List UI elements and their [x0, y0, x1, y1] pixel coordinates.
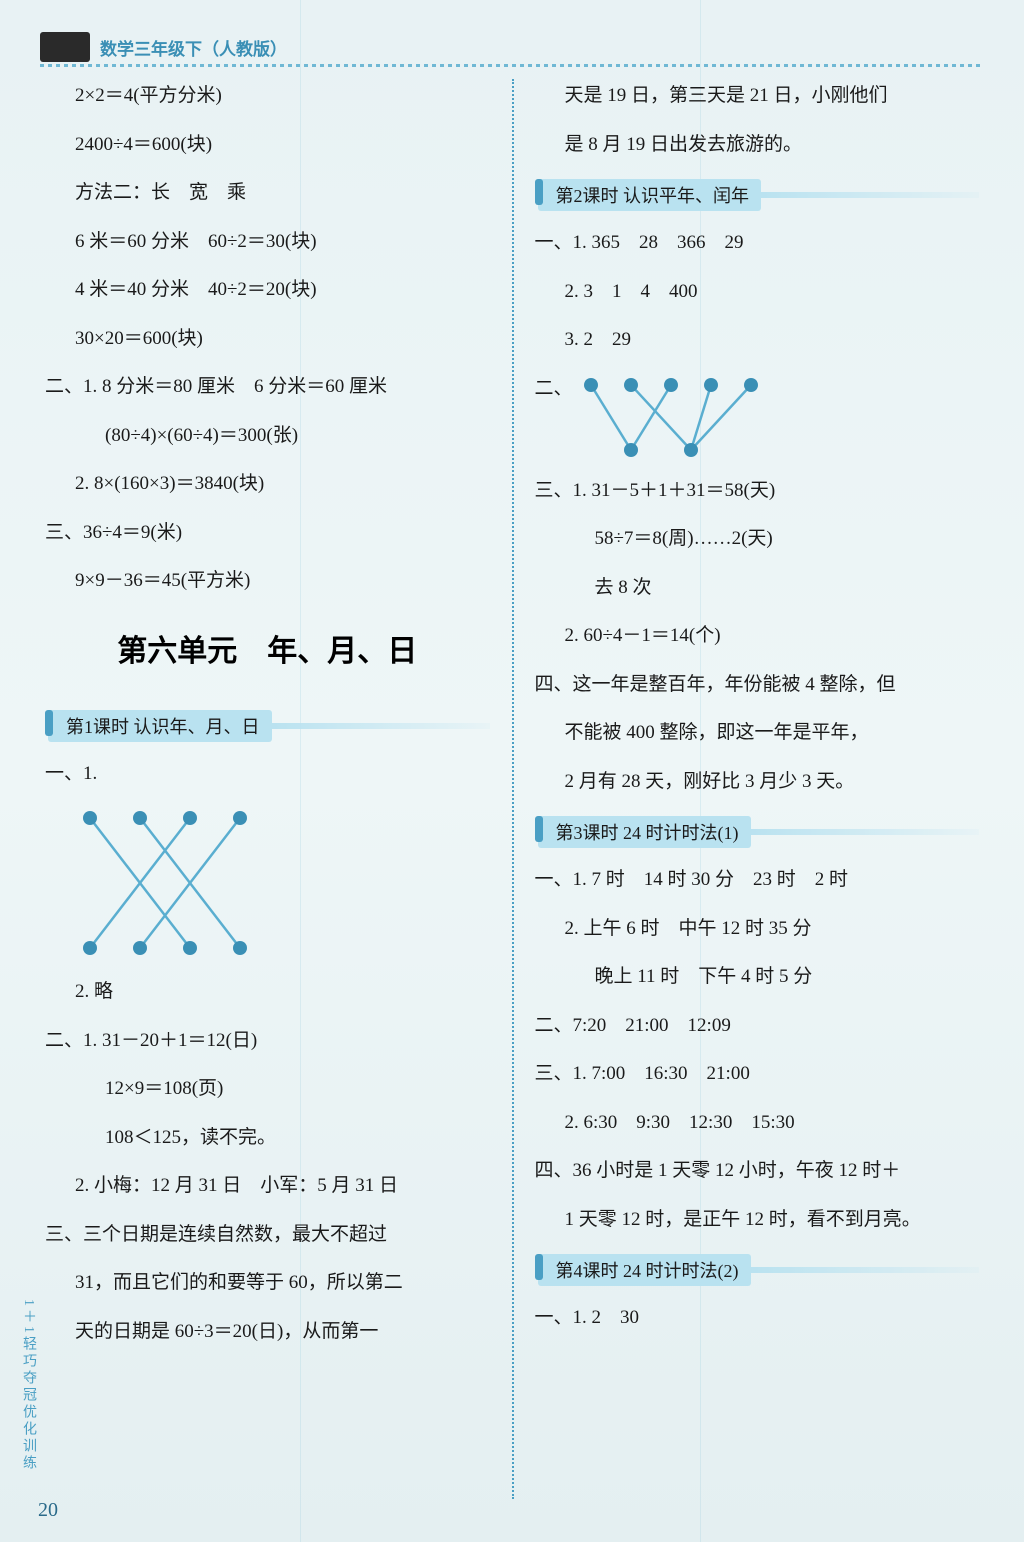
math-line: (80÷4)×(60÷4)＝300(张) [45, 422, 490, 451]
text-line: 是 8 月 19 日出发去旅游的。 [535, 131, 980, 160]
page-number: 20 [38, 1499, 58, 1522]
matching-row: 二、 [535, 375, 980, 465]
text-line: 31，而且它们的和要等于 60，所以第二 [45, 1269, 490, 1298]
lesson-decoration [535, 816, 543, 842]
math-line: 30×20＝600(块) [45, 325, 490, 354]
answer-label: 一、1. [45, 760, 490, 789]
math-line: 方法二：长 宽 乘 [45, 179, 490, 208]
lesson-tail [270, 723, 490, 729]
math-line: 58÷7＝8(周)……2(天) [535, 525, 980, 554]
math-line: 9×9－36＝45(平方米) [45, 567, 490, 596]
answer-line: 一、1. 2 30 [535, 1304, 980, 1333]
page: 数学三年级下（人教版） 2×2＝4(平方分米) 2400÷4＝600(块) 方法… [0, 0, 1024, 1542]
lesson-decoration [535, 1254, 543, 1280]
lesson-bar: 第4课时 24 时计时法(2) [535, 1254, 980, 1286]
column-divider [512, 79, 514, 1499]
answer-line: 2. 3 1 4 400 [535, 278, 980, 307]
lesson-bar: 第1课时 认识年、月、日 [45, 710, 490, 742]
matching-diagram-1 [75, 808, 275, 963]
lesson-tail [759, 192, 979, 198]
left-column: 2×2＝4(平方分米) 2400÷4＝600(块) 方法二：长 宽 乘 6 米＝… [40, 74, 510, 1504]
answer-line: 二、7:20 21:00 12:09 [535, 1012, 980, 1041]
header-underline [40, 64, 984, 67]
lesson-decoration [45, 710, 53, 736]
text-line: 天是 19 日，第三天是 21 日，小刚他们 [535, 82, 980, 111]
math-line: 2. 60÷4－1＝14(个) [535, 622, 980, 651]
lesson-label: 第2课时 认识平年、闰年 [538, 179, 762, 211]
math-line: 6 米＝60 分米 60÷2＝30(块) [45, 228, 490, 257]
answer-line: 三、1. 7:00 16:30 21:00 [535, 1060, 980, 1089]
math-line: 三、36÷4＝9(米) [45, 519, 490, 548]
lesson-label: 第1课时 认识年、月、日 [48, 710, 272, 742]
math-line: 二、1. 8 分米＝80 厘米 6 分米＝60 厘米 [45, 373, 490, 402]
answer-line: 一、1. 7 时 14 时 30 分 23 时 2 时 [535, 866, 980, 895]
textbook-icon [40, 32, 90, 62]
answer-line: 3. 2 29 [535, 326, 980, 355]
math-line: 二、1. 31－20＋1＝12(日) [45, 1027, 490, 1056]
text-line: 四、这一年是整百年，年份能被 4 整除，但 [535, 671, 980, 700]
math-line: 2×2＝4(平方分米) [45, 82, 490, 111]
answer-line: 一、1. 365 28 366 29 [535, 229, 980, 258]
header-title: 数学三年级下（人教版） [100, 35, 287, 60]
lesson-bar: 第3课时 24 时计时法(1) [535, 816, 980, 848]
text-line: 不能被 400 整除，即这一年是平年， [535, 719, 980, 748]
unit-title: 第六单元 年、月、日 [45, 626, 490, 670]
math-line: 4 米＝40 分米 40÷2＝20(块) [45, 276, 490, 305]
lesson-bar: 第2课时 认识平年、闰年 [535, 179, 980, 211]
lesson-label: 第4课时 24 时计时法(2) [538, 1254, 751, 1286]
answer-label: 二、 [535, 375, 573, 404]
lesson-tail [749, 1267, 980, 1273]
math-line: 2400÷4＝600(块) [45, 131, 490, 160]
text-line: 1 天零 12 时，是正午 12 时，看不到月亮。 [535, 1206, 980, 1235]
text-line: 天的日期是 60÷3＝20(日)，从而第一 [45, 1318, 490, 1347]
answer-line: 2. 6:30 9:30 12:30 15:30 [535, 1109, 980, 1138]
text-line: 三、三个日期是连续自然数，最大不超过 [45, 1221, 490, 1250]
math-line: 12×9＝108(页) [45, 1075, 490, 1104]
math-line: 108＜125，读不完。 [45, 1124, 490, 1153]
math-line: 2. 8×(160×3)＝3840(块) [45, 470, 490, 499]
side-vertical-text: 1＋1轻巧夺冠优化训练 [18, 1299, 38, 1472]
answer-line: 2. 略 [45, 978, 490, 1007]
lesson-decoration [535, 179, 543, 205]
answer-line: 2. 上午 6 时 中午 12 时 35 分 [535, 915, 980, 944]
answer-line: 晚上 11 时 下午 4 时 5 分 [535, 963, 980, 992]
content-columns: 2×2＝4(平方分米) 2400÷4＝600(块) 方法二：长 宽 乘 6 米＝… [40, 74, 984, 1504]
lesson-tail [749, 829, 980, 835]
math-line: 2. 小梅：12 月 31 日 小军：5 月 31 日 [45, 1172, 490, 1201]
right-column: 天是 19 日，第三天是 21 日，小刚他们 是 8 月 19 日出发去旅游的。… [510, 74, 985, 1504]
header-bar: 数学三年级下（人教版） [40, 30, 984, 64]
text-line: 四、36 小时是 1 天零 12 小时，午夜 12 时＋ [535, 1157, 980, 1186]
text-line: 2 月有 28 天，刚好比 3 月少 3 天。 [535, 768, 980, 797]
lesson-label: 第3课时 24 时计时法(1) [538, 816, 751, 848]
math-line: 去 8 次 [535, 574, 980, 603]
math-line: 三、1. 31－5＋1＋31＝58(天) [535, 477, 980, 506]
matching-diagram-2 [579, 375, 769, 465]
